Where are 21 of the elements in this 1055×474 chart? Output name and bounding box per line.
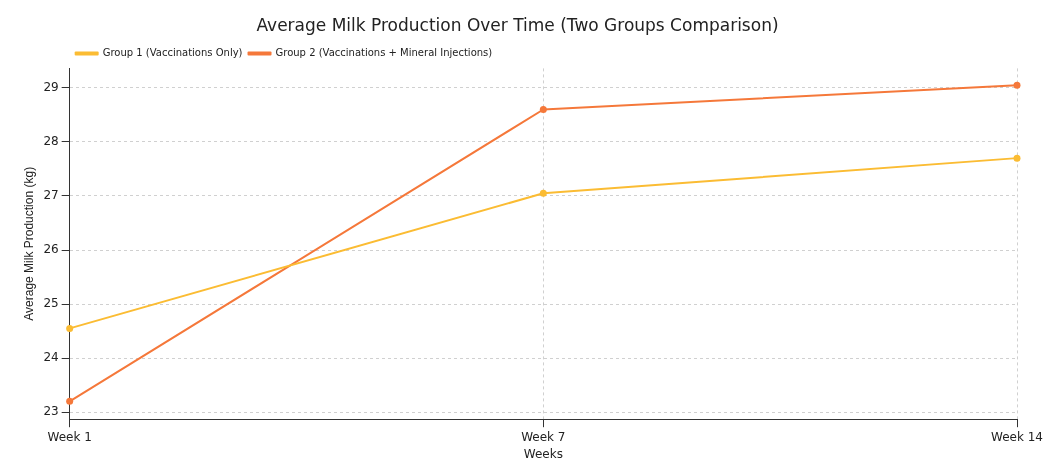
x-tick-label: Week 7	[521, 429, 566, 444]
chart-title: Average Milk Production Over Time (Two Groups Comparison)	[256, 14, 779, 35]
x-axis-title: Weeks	[523, 446, 563, 461]
y-tick-label: 23	[43, 404, 59, 419]
y-tick-label: 29	[43, 79, 59, 94]
point	[539, 105, 547, 113]
y-tick-label: 28	[43, 134, 59, 149]
y-tick-label: 27	[43, 188, 59, 203]
x-tick-label: Week 1	[47, 429, 92, 444]
y-tick-label: 24	[43, 350, 59, 365]
y-axis-title: Average Milk Production (kg)	[21, 166, 36, 321]
point	[66, 397, 74, 405]
point	[66, 324, 74, 332]
legend-label: Group 1 (Vaccinations Only)	[102, 46, 243, 58]
y-tick-label: 25	[43, 296, 59, 311]
y-tick-label: 26	[43, 242, 59, 257]
legend-label: Group 2 (Vaccinations + Mineral Injections)	[275, 46, 493, 58]
point	[1013, 81, 1021, 89]
x-tick-label: Week 14	[991, 429, 1043, 444]
point	[1013, 154, 1021, 162]
point	[539, 189, 547, 197]
